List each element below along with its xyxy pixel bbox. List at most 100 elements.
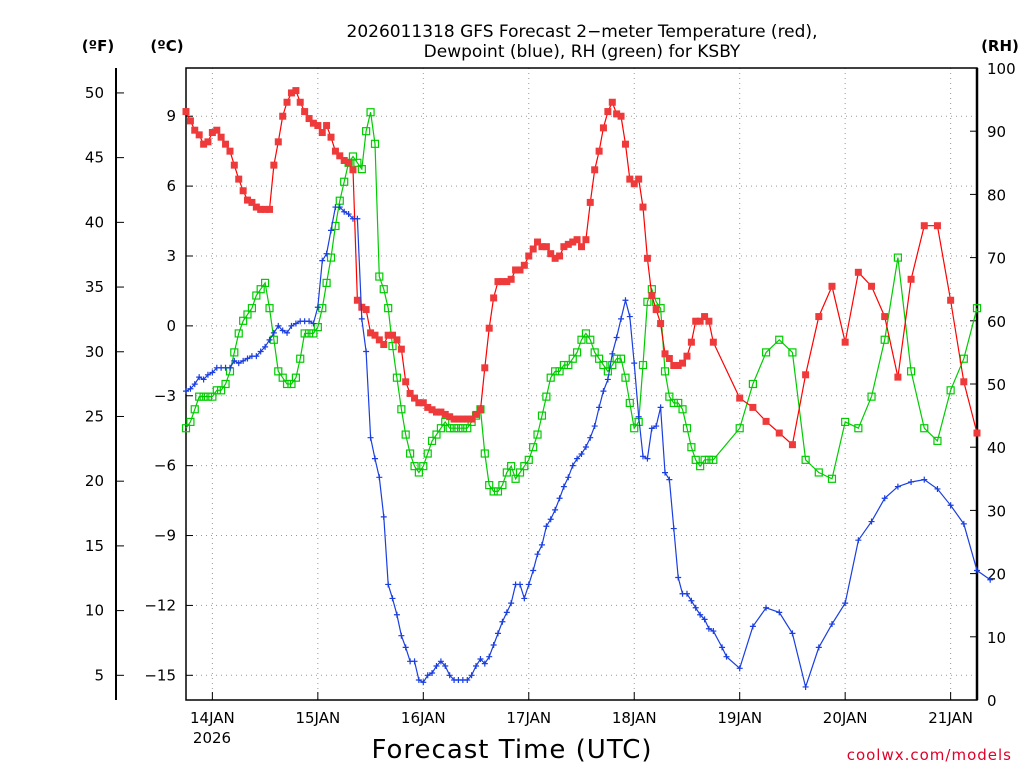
temperature-point <box>933 222 941 230</box>
temperature-point <box>323 122 331 130</box>
rh-point <box>300 329 309 338</box>
dewpoint-point <box>639 453 646 460</box>
rh-point <box>441 417 450 427</box>
dewpoint-point <box>987 576 994 583</box>
celsius-tick-label: 6 <box>166 177 176 195</box>
dewpoint-point <box>802 683 809 690</box>
rh-point <box>493 487 503 496</box>
temperature-point <box>868 282 876 290</box>
dewpoint-point <box>503 609 510 616</box>
rh-point <box>854 424 863 433</box>
dewpoint-point <box>196 374 203 381</box>
dewpoint-point <box>437 658 444 665</box>
dewpoint-point <box>376 474 383 481</box>
chart-title-line1: 2026011318 GFS Forecast 2−meter Temperat… <box>347 22 818 42</box>
rh-point <box>893 253 903 262</box>
rh-point <box>515 468 525 477</box>
dewpoint-point <box>473 662 480 669</box>
rh-line <box>185 112 978 492</box>
temperature-point <box>854 268 862 276</box>
rh-point <box>551 367 560 376</box>
rh-tick-label: 0 <box>987 692 997 710</box>
dewpoint-point <box>209 369 216 376</box>
temperature-point <box>639 203 647 211</box>
rh-point <box>287 379 296 389</box>
rh-point <box>234 329 243 338</box>
temperature-point <box>564 240 572 248</box>
rh-point <box>375 272 384 281</box>
rh-point <box>261 278 270 287</box>
rh-point <box>296 354 305 363</box>
dewpoint-point <box>319 257 326 264</box>
temperature-point <box>327 133 335 141</box>
temperature-point <box>775 429 783 437</box>
temperature-point <box>345 159 353 167</box>
dewpoint-point <box>894 483 901 490</box>
temperature-point <box>279 112 287 120</box>
rh-point <box>568 354 577 363</box>
rh-point <box>616 354 626 363</box>
temperature-point <box>569 238 577 246</box>
rh-point <box>709 455 718 464</box>
temperature-point <box>270 161 278 169</box>
rh-point <box>700 455 709 464</box>
rh-point <box>357 165 366 174</box>
rh-point <box>559 360 568 370</box>
dewpoint-point <box>270 329 277 336</box>
dewpoint-point <box>385 581 392 588</box>
temperature-point <box>261 205 269 213</box>
dewpoint-point <box>367 434 374 441</box>
dewpoint-point <box>244 355 251 362</box>
rh-point <box>406 449 415 458</box>
gridlines <box>186 68 977 700</box>
dewpoint-point <box>947 502 954 509</box>
rh-point <box>704 455 714 464</box>
fahrenheit-tick-label: 35 <box>85 278 104 296</box>
rh-point <box>841 417 850 427</box>
rh-point <box>946 386 955 395</box>
dewpoint-point <box>517 581 524 588</box>
dewpoint-point <box>776 609 783 616</box>
time-tick-label: 17JAN <box>506 709 551 727</box>
temperature-point <box>468 415 476 423</box>
temperature-point <box>960 378 968 386</box>
dewpoint-point <box>675 574 682 581</box>
dewpoint-point <box>398 632 405 639</box>
temperature-point <box>186 117 194 125</box>
temperature-point <box>542 243 550 251</box>
dewpoint-point <box>622 297 629 304</box>
temperature-point <box>204 138 212 146</box>
temperature-point <box>459 415 467 423</box>
temperature-point <box>613 110 621 118</box>
temperature-point <box>648 292 656 300</box>
temperature-point <box>973 429 981 437</box>
dewpoint-point <box>411 658 418 665</box>
celsius-tick-label: −6 <box>154 457 176 475</box>
temperature-point <box>252 203 260 211</box>
time-tick-label: 19JAN <box>717 709 762 727</box>
rh-point <box>485 481 494 490</box>
dewpoint-point <box>609 350 616 357</box>
temperature-point <box>362 306 370 314</box>
rh-point <box>432 430 441 439</box>
dewpoint-point <box>446 672 453 679</box>
rh-tick-label: 20 <box>987 566 1006 584</box>
temperature-point <box>881 313 889 321</box>
dewpoint-point <box>657 404 664 411</box>
rh-point <box>972 304 982 313</box>
dewpoint-point <box>626 313 633 320</box>
dewpoint-point <box>842 600 849 607</box>
temperature-point <box>367 329 375 337</box>
rh-point <box>186 417 195 427</box>
dewpoint-point <box>486 653 493 660</box>
rh-point <box>533 430 542 439</box>
credit-link[interactable]: coolwx.com/models <box>847 746 1012 764</box>
temperature-point <box>208 129 216 137</box>
temperature-point <box>657 320 665 328</box>
temperature-point <box>578 243 585 251</box>
temperature-line <box>185 89 978 446</box>
dewpoint-point <box>226 364 233 371</box>
dewpoint-point <box>719 644 726 651</box>
rh-tick-label: 50 <box>987 376 1006 394</box>
